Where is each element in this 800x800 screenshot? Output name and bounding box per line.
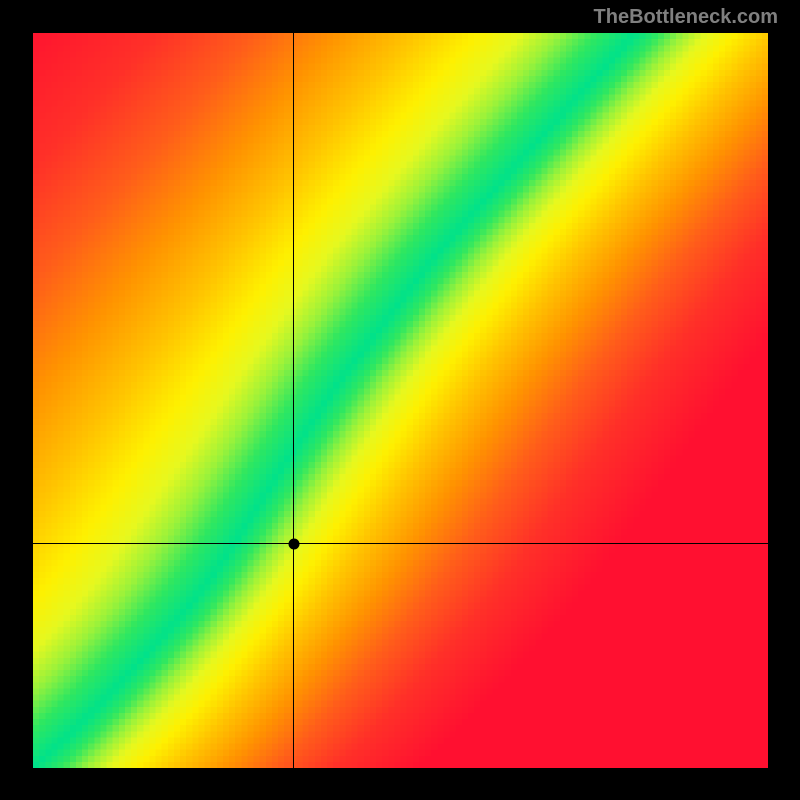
crosshair-vertical [293,33,294,768]
watermark-text: TheBottleneck.com [594,6,778,29]
heatmap-plot [33,33,768,768]
heatmap-canvas [33,33,768,768]
marker-dot [288,538,299,549]
crosshair-horizontal [33,543,768,544]
